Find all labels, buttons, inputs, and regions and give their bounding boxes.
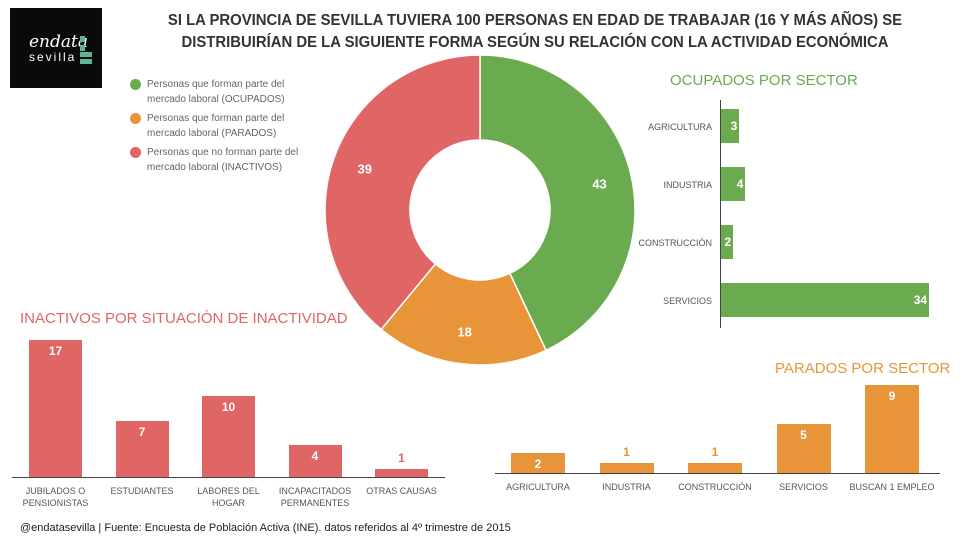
logo-text: endata [29,32,88,52]
ocupados-value-label: 2 [724,235,732,249]
parados-axis [495,473,940,474]
donut-value-label: 43 [592,176,606,191]
parados-bar [599,463,654,473]
inactivos-title: INACTIVOS POR SITUACIÓN DE INACTIVIDAD [20,310,348,327]
legend-label: Personas que no forman parte del mercado… [147,147,299,173]
ocupados-axis [720,100,721,328]
parados-bar [511,453,565,473]
donut-chart: 43 18 39 [324,55,636,366]
parados-bar [865,384,919,473]
inactivos-value-label: 10 [221,400,236,415]
legend-swatch [130,113,141,124]
legend-item: Personas que forman parte del mercado la… [130,111,317,141]
ocupados-bar [721,109,740,143]
legend-label: Personas que forman parte del mercado la… [147,113,285,139]
parados-category-label: SERVICIOS [779,482,828,492]
footer-source: @endatasevilla | Fuente: Encuesta de Pob… [20,522,511,534]
logo-subtext: sevilla [29,50,77,64]
ocupados-category-label: SERVICIOS [663,296,712,306]
parados-bar [776,424,831,473]
ocupados-bar [721,225,734,259]
ocupados-category-label: CONSTRUCCIÓN [638,238,713,248]
ocupados-category-label: INDUSTRIA [663,180,712,190]
inactivos-category-label: OTRAS CAUSAS [366,486,437,496]
donut-value-label: 39 [358,162,372,177]
endata-logo: endata sevilla [10,8,102,88]
inactivos-category-label: JUBILADOS O PENSIONISTAS [22,486,89,508]
ocupados-value-label: 4 [736,177,744,191]
inactivos-value-label: 7 [138,424,146,439]
inactivos-value-label: 4 [311,448,319,463]
ocupados-value-label: 3 [730,119,738,133]
donut-slice [479,55,636,352]
legend-item: Personas que forman parte del mercado la… [130,77,317,107]
parados-category-label: BUSCAN 1 EMPLEO [849,482,935,492]
ocupados-bar [721,283,930,317]
legend-item: Personas que no forman parte del mercado… [130,145,317,175]
parados-value-label: 5 [800,428,807,442]
parados-value-label: 2 [534,457,542,472]
parados-category-label: INDUSTRIA [602,482,651,492]
parados-category-label: AGRICULTURA [506,482,570,492]
inactivos-category-label: ESTUDIANTES [110,486,174,496]
legend-swatch [130,147,141,158]
inactivos-axis [12,477,445,478]
parados-value-label: 9 [888,388,896,403]
parados-title: PARADOS POR SECTOR [775,360,951,377]
parados-value-label: 1 [623,445,630,460]
ocupados-title: OCUPADOS POR SECTOR [670,72,858,89]
donut-value-label: 18 [457,325,471,340]
inactivos-value-label: 1 [398,450,405,465]
inactivos-bar [29,339,82,477]
legend-label: Personas que forman parte del mercado la… [147,79,285,105]
inactivos-bar [115,420,169,477]
donut-slice [380,262,547,366]
inactivos-category-label: LABORES DEL HOGAR [197,486,260,508]
inactivos-bar [288,444,342,477]
parados-category-label: CONSTRUCCIÓN [678,482,752,492]
ocupados-bar [721,167,746,201]
legend-swatch [130,79,141,90]
inactivos-bar [202,396,255,477]
parados-value-label: 1 [711,445,719,460]
inactivos-category-label: INCAPACITADOS PERMANENTES [278,486,352,508]
inactivos-bar [375,468,428,477]
page-title: SI LA PROVINCIA DE SEVILLA TUVIERA 100 P… [167,12,903,51]
ocupados-value-label: 34 [913,293,928,307]
donut-slice [324,55,481,331]
parados-bar [688,463,742,473]
inactivos-value-label: 17 [48,343,63,358]
ocupados-category-label: AGRICULTURA [648,122,712,132]
